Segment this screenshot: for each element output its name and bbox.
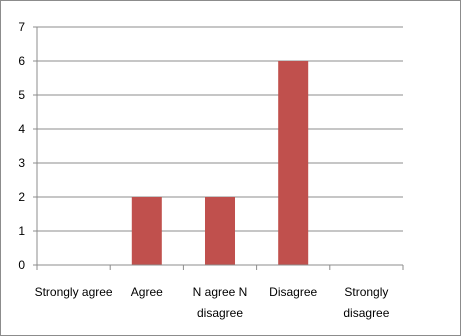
y-tick-label: 4: [18, 122, 25, 136]
y-tick-label: 3: [18, 156, 25, 170]
x-category-label: Agree: [131, 285, 163, 299]
y-tick-label: 1: [18, 224, 25, 238]
axes: [33, 26, 404, 270]
x-category-label: Strongly: [344, 285, 388, 299]
x-category-labels: Strongly agree Agree N agree N disagree Disa…: [35, 285, 390, 320]
x-category-label: N agree N: [193, 285, 248, 299]
y-tick-label: 7: [18, 20, 25, 34]
x-category-label: Disagree: [269, 285, 317, 299]
y-tick-labels: 0 1 2 3 4 5 6 7: [18, 20, 25, 272]
x-category-label: disagree: [343, 306, 389, 320]
gridlines: [37, 26, 403, 232]
bar: [131, 197, 162, 265]
y-tick-label: 5: [18, 88, 25, 102]
x-category-label: disagree: [197, 306, 243, 320]
bars: [131, 61, 309, 265]
y-tick-label: 6: [18, 54, 25, 68]
bar: [204, 197, 236, 265]
y-tick-label: 2: [18, 190, 25, 204]
x-category-label: Strongly agree: [35, 285, 113, 299]
y-tick-label: 0: [18, 258, 25, 272]
bar: [278, 61, 309, 265]
